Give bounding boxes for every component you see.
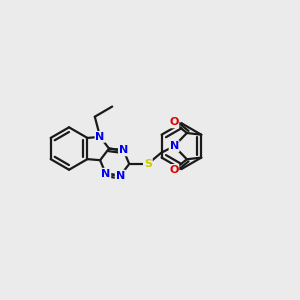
Text: N: N [116,171,125,181]
Text: O: O [169,165,178,175]
Text: O: O [169,117,178,128]
Text: N: N [119,146,128,155]
Text: N: N [95,132,105,142]
Text: N: N [169,141,179,151]
Text: S: S [144,159,152,169]
Text: N: N [101,169,110,179]
